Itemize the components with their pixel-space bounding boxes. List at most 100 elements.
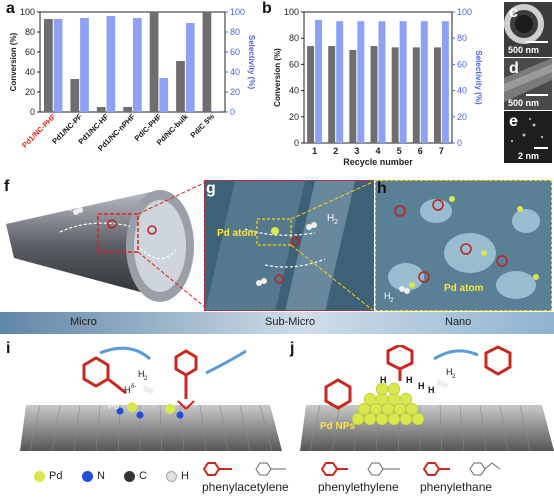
y-tick-label: 40 bbox=[25, 67, 35, 77]
y-tick-label: 20 bbox=[289, 112, 299, 122]
category-label: 6 bbox=[418, 146, 423, 156]
pd-delta-sup: δ+ bbox=[118, 399, 125, 405]
panel-label-e: e bbox=[509, 113, 518, 130]
bar-conversion bbox=[412, 47, 420, 144]
panel-label-a: a bbox=[6, 0, 15, 17]
y2-tick-label: 40 bbox=[457, 86, 467, 96]
n-atom-icon bbox=[82, 470, 93, 482]
scale-band: Micro Sub-Micro Nano bbox=[0, 312, 554, 334]
legend-h-label: H bbox=[181, 470, 189, 482]
bar-selectivity bbox=[441, 21, 449, 144]
y2-tick-label: 40 bbox=[230, 67, 240, 77]
h-atom-icon bbox=[166, 470, 177, 482]
single-atom-scheme: H 2 Pd δ+ H δ- bbox=[20, 346, 282, 452]
pd-atom-icon bbox=[34, 470, 45, 482]
pd-atom-label-h: Pd atom bbox=[444, 283, 484, 294]
legend-pd-label: Pd bbox=[49, 470, 63, 482]
h-label-j-2: H bbox=[406, 375, 413, 385]
y2-axis-label: Selectivity (%) bbox=[474, 50, 483, 105]
h2-label-h: H bbox=[384, 291, 391, 301]
panel-label-b: b bbox=[262, 0, 272, 17]
scalebar-c bbox=[526, 41, 548, 43]
pd-atom-label-g: Pd atom bbox=[217, 228, 257, 239]
h2-sub-i: 2 bbox=[144, 376, 148, 382]
phenylacetylene-structures bbox=[202, 462, 286, 476]
bar-selectivity bbox=[185, 23, 195, 112]
legend-c: C bbox=[124, 470, 147, 482]
legend-n: N bbox=[82, 470, 105, 482]
panel-label-d: d bbox=[509, 60, 519, 77]
band-label-submicro: Sub-Micro bbox=[265, 316, 316, 328]
h2-label-f: H bbox=[62, 200, 69, 211]
band-label-micro: Micro bbox=[70, 316, 97, 328]
y2-tick-label: 100 bbox=[457, 7, 472, 17]
bar-conversion bbox=[149, 12, 159, 112]
y-tick-label: 100 bbox=[20, 7, 35, 17]
y2-tick-label: 80 bbox=[457, 33, 467, 43]
legend-c-label: C bbox=[139, 470, 147, 482]
h-label-j-3: H bbox=[418, 381, 425, 391]
y-axis-label: Conversion (%) bbox=[273, 48, 282, 107]
h-delta-sup: δ- bbox=[131, 384, 136, 390]
y-tick-label: 100 bbox=[284, 7, 299, 17]
category-label: 4 bbox=[375, 146, 380, 156]
submicro-panel: Pd atom H 2 bbox=[204, 180, 374, 311]
panel-label-j: j bbox=[290, 340, 295, 357]
h-label-j-1: H bbox=[380, 375, 387, 385]
panel-label-g: g bbox=[206, 180, 216, 197]
bar-selectivity bbox=[106, 16, 116, 112]
y-tick-label: 40 bbox=[289, 86, 299, 96]
plot-frame bbox=[303, 11, 453, 144]
tube-cross-section-image bbox=[504, 4, 544, 44]
y-tick-label: 80 bbox=[289, 33, 299, 43]
bar-conversion bbox=[96, 107, 106, 112]
nano-panel: Pd atom H 2 bbox=[375, 180, 552, 311]
bar-selectivity bbox=[315, 19, 323, 143]
h-delta-label: H bbox=[124, 385, 131, 395]
h2-label-g: H bbox=[327, 213, 334, 224]
legend-pd: Pd bbox=[34, 470, 62, 482]
submicro-illustration: Pd atom H 2 bbox=[205, 181, 373, 310]
x-axis-label: Recycle number bbox=[343, 157, 413, 167]
bar-conversion bbox=[349, 49, 357, 143]
tem-image-e: 2 nm bbox=[504, 111, 552, 163]
y2-tick-label: 60 bbox=[230, 47, 240, 57]
haadf-image bbox=[510, 117, 544, 143]
panel-label-h: h bbox=[377, 180, 387, 197]
h2-sub-h: 2 bbox=[390, 298, 394, 304]
bar-selectivity bbox=[133, 18, 142, 112]
y-tick-label: 80 bbox=[25, 27, 35, 37]
panel-label-f: f bbox=[4, 178, 10, 195]
category-label: 1 bbox=[312, 146, 317, 156]
phenylethylene-structures bbox=[320, 462, 400, 476]
category-label: 3 bbox=[354, 146, 359, 156]
y2-tick-label: 20 bbox=[230, 87, 240, 97]
category-label: 7 bbox=[439, 146, 444, 156]
phenylacetylene-label: phenylacetylene bbox=[202, 480, 289, 494]
y2-tick-label: 0 bbox=[457, 138, 462, 148]
pd-nps-label: Pd NPs bbox=[320, 421, 355, 432]
y2-tick-label: 60 bbox=[457, 59, 467, 69]
bar-conversion bbox=[307, 46, 315, 144]
fiber-tube-illustration: H 2 bbox=[6, 181, 206, 309]
scale-label-e: 2 nm bbox=[518, 151, 540, 161]
scalebar-e bbox=[534, 147, 548, 149]
h2-sub-g: 2 bbox=[334, 219, 338, 226]
legend-n-label: N bbox=[97, 470, 105, 482]
h2-sub-f: 2 bbox=[69, 206, 73, 213]
bar-selectivity bbox=[159, 78, 169, 112]
scale-label-d: 500 nm bbox=[508, 98, 540, 108]
chart-a: 0 20 40 60 80 100 0 20 40 60 80 100 Conversion (%) Se… bbox=[9, 7, 256, 153]
h2-label-j: H bbox=[446, 367, 453, 377]
y-tick-label: 60 bbox=[25, 47, 35, 57]
phenylethane-label: phenylethane bbox=[420, 480, 493, 494]
category-label: 2 bbox=[333, 146, 338, 156]
y2-tick-label: 100 bbox=[230, 7, 245, 17]
bar-selectivity bbox=[420, 21, 428, 144]
phenylethylene-label: phenylethylene bbox=[318, 480, 399, 494]
band-label-nano: Nano bbox=[445, 316, 472, 328]
bar-conversion bbox=[370, 46, 378, 144]
phenylethane-structures bbox=[422, 462, 501, 476]
bar-selectivity bbox=[53, 19, 63, 112]
panel-label-c: c bbox=[509, 4, 518, 21]
